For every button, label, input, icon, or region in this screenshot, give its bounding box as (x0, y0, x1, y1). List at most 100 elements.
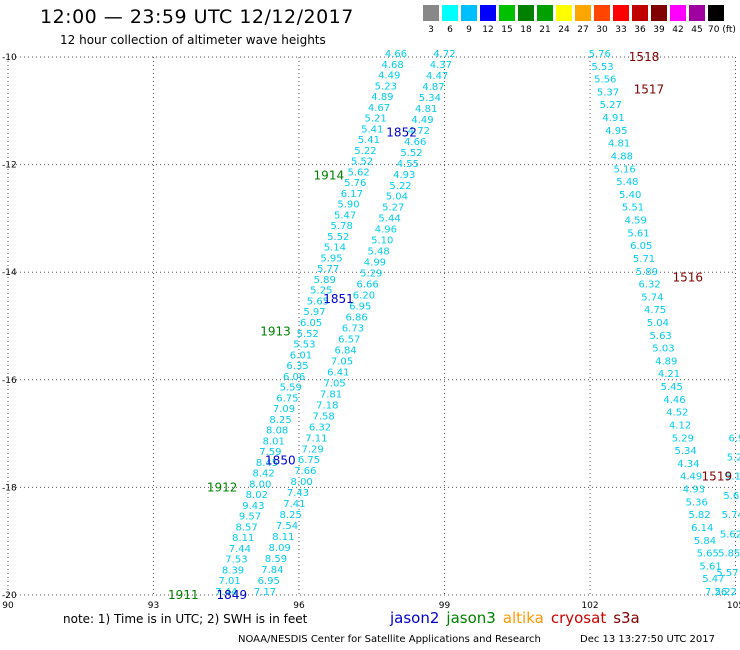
scale-swatch (708, 5, 724, 21)
wave-height-value: 7.66 (294, 466, 316, 477)
scale-label: 42 (672, 25, 684, 35)
wave-height-value: 5.41 (361, 124, 383, 135)
wave-height-value: 5.22 (715, 587, 737, 598)
wave-height-value: 4.75 (644, 305, 666, 316)
wave-height-value: 6.05 (300, 318, 322, 329)
wave-height-value: 4.66 (404, 137, 426, 148)
wave-height-value: 4.81 (608, 139, 630, 150)
wave-height-value: 4.66 (385, 49, 407, 60)
wave-height-value: 6.86 (345, 313, 367, 324)
wave-height-value: 6.75 (276, 393, 298, 404)
wave-height-value: 5.04 (647, 318, 669, 329)
wave-height-value: 5.27 (600, 100, 622, 111)
wave-height-value: 4.81 (415, 104, 437, 115)
wave-height-value: 5.52 (297, 329, 319, 340)
wave-height-value: 8.11 (272, 532, 294, 543)
wave-height-value: 8.09 (269, 543, 291, 554)
scale-label: 45 (691, 25, 703, 35)
lat-tick-label: -10 (2, 53, 17, 63)
wave-height-value: 8.00 (249, 479, 271, 490)
lat-tick-label: -18 (2, 483, 17, 493)
wave-height-value: 5.89 (314, 275, 336, 286)
wave-height-value: 7.05 (323, 378, 345, 389)
wave-height-value: 6.32 (309, 422, 331, 433)
scale-label: 39 (653, 25, 665, 35)
pass-time-label: 1913 (260, 324, 291, 338)
wave-height-value: 4.93 (683, 485, 705, 496)
page-subtitle: 12 hour collection of altimeter wave hei… (60, 33, 326, 47)
lon-tick-label: 105 (727, 601, 740, 611)
wave-height-value: 4.37 (430, 60, 452, 71)
wave-height-value: 7.41 (283, 499, 305, 510)
wave-height-value: 6.95 (258, 576, 280, 587)
wave-height-value: 8.01 (263, 436, 285, 447)
wave-height-value: 5.65 (697, 549, 719, 560)
wave-height-value: 5.62 (348, 167, 370, 178)
wave-height-value: 5.03 (652, 344, 674, 355)
wave-height-value: 5.51 (622, 203, 644, 214)
wave-height-value: 5.45 (661, 382, 683, 393)
wave-height-value: 6.20 (353, 291, 375, 302)
scale-label: 9 (466, 25, 472, 35)
wave-height-value: 8.25 (269, 415, 291, 426)
wave-height-value: 9.43 (242, 501, 264, 512)
wave-height-value: 5.62 (720, 529, 740, 540)
wave-height-value: 5.21 (364, 114, 386, 125)
wave-height-value: 4.93 (393, 170, 415, 181)
wave-height-value: 4.46 (663, 395, 685, 406)
wave-height-value: 4.88 (611, 151, 633, 162)
wave-height-value: 6.14 (691, 523, 713, 534)
lat-tick-label: -20 (2, 591, 17, 601)
wave-height-value: 8.11 (232, 533, 254, 544)
wave-height-value: 8.25 (280, 510, 302, 521)
wave-height-value: 6.35 (286, 361, 308, 372)
wave-height-value: 5.34 (674, 446, 696, 457)
wave-height-value: 4.49 (378, 71, 400, 82)
wave-height-value: 5.41 (358, 135, 380, 146)
scale-swatch (480, 5, 496, 21)
scale-swatch (423, 5, 439, 21)
wave-height-value: 4.72 (408, 126, 430, 137)
wave-height-value: 6.01 (290, 350, 312, 361)
wave-height-value: 5.78 (331, 221, 353, 232)
wave-height-value: 6.66 (356, 280, 378, 291)
wave-height-value: 4.52 (666, 408, 688, 419)
pass-time-label: 1850 (265, 454, 296, 468)
wave-height-value: 8.59 (265, 554, 287, 565)
lat-tick-label: -14 (2, 268, 17, 278)
scale-label: 12 (482, 25, 494, 35)
scale-swatch (556, 5, 572, 21)
wave-height-value: 5.56 (594, 75, 616, 86)
wave-height-value: 5.29 (672, 433, 694, 444)
wave-height-value: 7.05 (331, 356, 353, 367)
wave-height-value: 5.14 (324, 243, 346, 254)
wave-height-value: 5.04 (386, 192, 408, 203)
scale-label: 36 (634, 25, 646, 35)
wave-height-value: 8.39 (222, 565, 244, 576)
wave-height-value: 5.76 (589, 49, 611, 60)
wave-height-value: 4.67 (368, 103, 390, 114)
wave-height-value: 4.95 (605, 126, 627, 137)
wave-height-value: 5.52 (327, 232, 349, 243)
legend-item-cryosat: cryosat (550, 609, 607, 627)
wave-height-value: 7.17 (254, 587, 276, 598)
wave-height-value: 5.52 (351, 157, 373, 168)
wave-height-value: 6.05 (630, 241, 652, 252)
wave-height-value: 7.43 (287, 488, 309, 499)
wave-height-value: 5.22 (389, 181, 411, 192)
wave-height-value: 4.59 (625, 216, 647, 227)
lon-tick-label: 99 (439, 601, 451, 611)
wave-height-value: 4.55 (397, 159, 419, 170)
wave-height-value: 5.47 (334, 210, 356, 221)
wave-height-value: 4.89 (655, 356, 677, 367)
scale-label: 3 (428, 25, 434, 35)
generated-timestamp: Dec 13 13:27:50 UTC 2017 (580, 634, 715, 645)
wave-height-value: 8.45 (256, 458, 278, 469)
scale-label: 30 (596, 25, 608, 35)
wave-height-value: 5.89 (636, 267, 658, 278)
wave-height-value: 4.49 (680, 472, 702, 483)
wave-height-value: 5.48 (367, 247, 389, 258)
scale-swatch (461, 5, 477, 21)
scale-swatch (613, 5, 629, 21)
